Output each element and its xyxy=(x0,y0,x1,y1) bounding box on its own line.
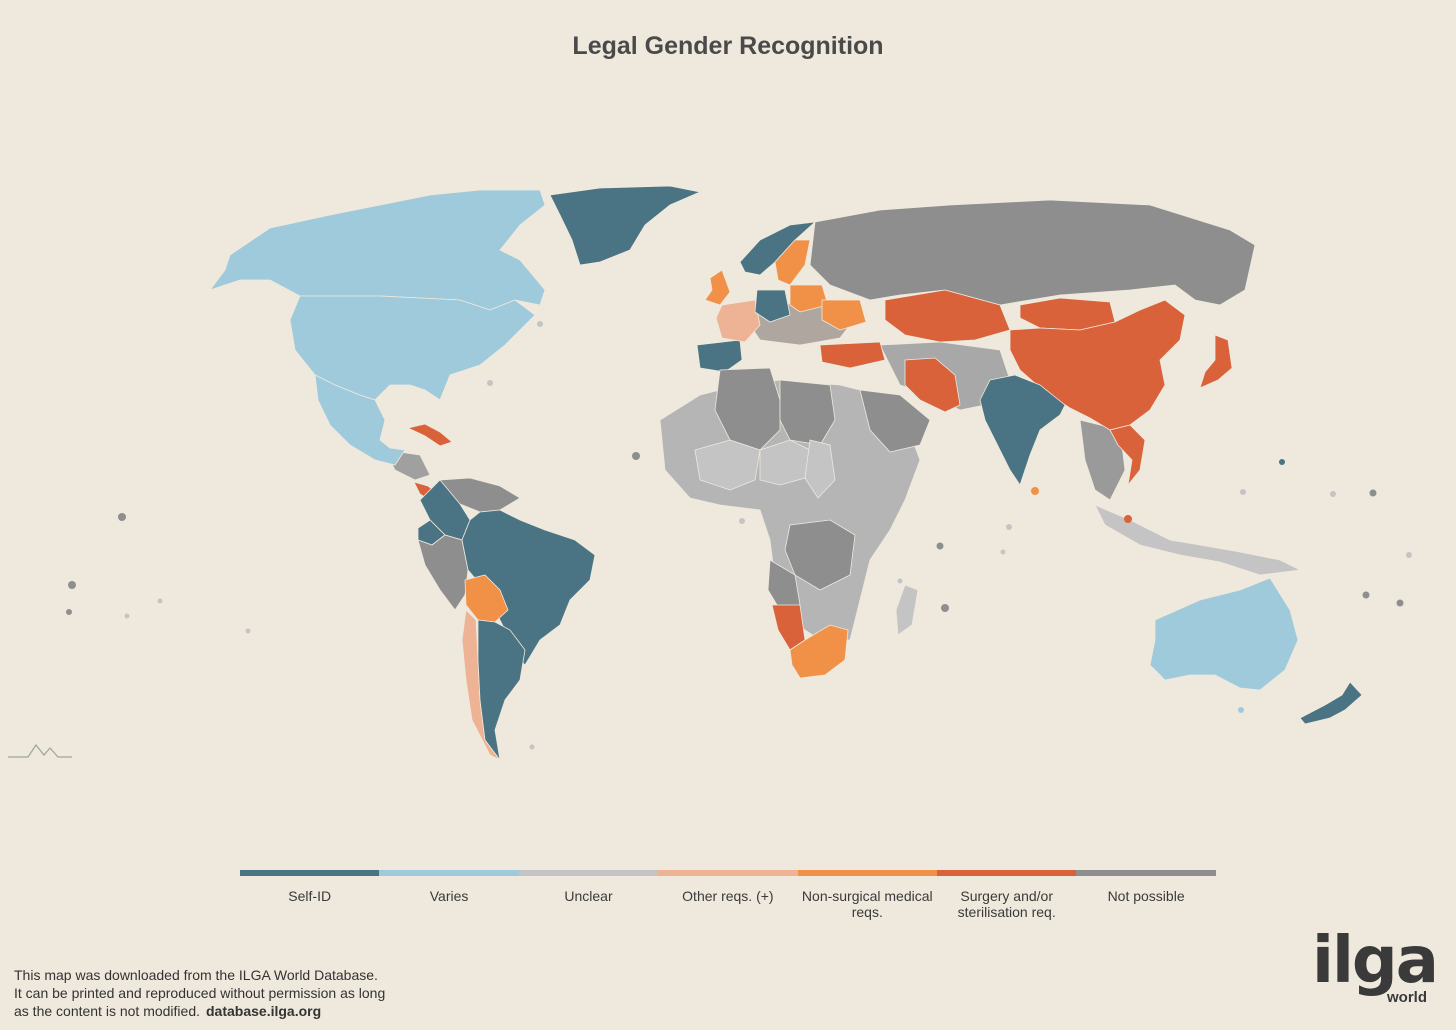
island-marker[interactable] xyxy=(1240,489,1246,495)
country-bolivia[interactable] xyxy=(464,574,509,623)
legend-label: Varies xyxy=(429,888,469,904)
country-india[interactable] xyxy=(979,374,1066,486)
country-ukraine[interactable] xyxy=(821,299,867,331)
footer-line-3-text: as the content is not modified. xyxy=(14,1003,200,1019)
island-marker[interactable] xyxy=(936,542,944,550)
country-australia[interactable] xyxy=(1149,577,1299,691)
country-argentina[interactable] xyxy=(477,619,526,761)
island-marker[interactable] xyxy=(157,598,163,604)
country-iran[interactable] xyxy=(904,357,961,413)
island-marker[interactable] xyxy=(529,744,535,750)
island-marker[interactable] xyxy=(1238,707,1244,713)
country-united-kingdom[interactable] xyxy=(704,269,731,306)
country-canada[interactable] xyxy=(208,189,546,311)
island-marker[interactable] xyxy=(68,581,76,589)
country-vietnam[interactable] xyxy=(1109,424,1146,487)
country-turkey[interactable] xyxy=(819,341,886,369)
country-germany[interactable] xyxy=(754,289,791,323)
footer-line-2: It can be printed and reproduced without… xyxy=(14,985,386,1001)
country-peru[interactable] xyxy=(417,534,469,611)
legend-label: Not possible xyxy=(1107,888,1185,904)
legend-swatch xyxy=(240,870,380,876)
island-marker[interactable] xyxy=(739,518,745,524)
island-marker[interactable] xyxy=(1279,459,1285,465)
legend-item: Other reqs. (+) xyxy=(658,870,798,904)
legend-swatch xyxy=(379,870,519,876)
country-russia[interactable] xyxy=(809,199,1256,306)
legend-label: Self-ID xyxy=(288,888,332,904)
map-title: Legal Gender Recognition xyxy=(572,32,884,60)
world-map xyxy=(8,185,1412,761)
island-marker[interactable] xyxy=(1000,549,1006,555)
country-france[interactable] xyxy=(715,299,761,343)
country-sweden[interactable] xyxy=(774,239,811,286)
country-algeria[interactable] xyxy=(714,367,781,451)
legend-swatch xyxy=(937,870,1077,876)
footer-line-3: as the content is not modified. database.… xyxy=(14,1002,385,1020)
country-saudi-arabia[interactable] xyxy=(859,389,931,453)
country-congo-dr[interactable] xyxy=(784,519,856,591)
legend-item: Self-ID xyxy=(240,870,380,904)
island-marker[interactable] xyxy=(941,604,949,612)
country-madagascar[interactable] xyxy=(895,584,919,636)
island-marker[interactable] xyxy=(1369,489,1377,497)
footer-line-1: This map was downloaded from the ILGA Wo… xyxy=(14,967,378,983)
ilga-world-logo: ilga world xyxy=(1312,924,1439,1012)
legend-item: Surgery and/or sterilisation req. xyxy=(937,870,1077,920)
legend-swatch xyxy=(518,870,659,876)
island-marker[interactable] xyxy=(897,578,903,584)
island-marker[interactable] xyxy=(1330,491,1336,497)
island-marker[interactable] xyxy=(1406,552,1412,558)
country-indonesia[interactable] xyxy=(1094,504,1302,576)
country-cuba[interactable] xyxy=(406,423,453,447)
island-marker[interactable] xyxy=(1031,487,1039,495)
legend-label: Non-surgical medical reqs. xyxy=(801,888,933,920)
footer-note: This map was downloaded from the ILGA Wo… xyxy=(14,966,385,1020)
country-japan[interactable] xyxy=(1199,334,1233,389)
country-mali[interactable] xyxy=(694,439,761,491)
country-chad[interactable] xyxy=(804,439,836,499)
country-kazakhstan[interactable] xyxy=(884,289,1011,343)
island-marker[interactable] xyxy=(1006,524,1012,530)
legend-swatch xyxy=(797,870,937,876)
island-marker[interactable] xyxy=(1396,599,1404,607)
island-marker[interactable] xyxy=(1124,515,1132,523)
country-new-zealand[interactable] xyxy=(1299,681,1363,725)
legend-label: Unclear xyxy=(564,888,613,904)
island-marker[interactable] xyxy=(1362,591,1370,599)
legend-swatch xyxy=(1076,870,1216,876)
mountain-icon xyxy=(8,743,72,758)
legend-label: Surgery and/or sterilisation req. xyxy=(957,888,1056,920)
island-marker[interactable] xyxy=(487,380,493,386)
island-marker[interactable] xyxy=(66,609,72,615)
island-marker[interactable] xyxy=(632,452,640,460)
legend-item: Unclear xyxy=(518,870,659,904)
island-marker[interactable] xyxy=(118,513,126,521)
logo-wordmark: ilga xyxy=(1312,924,1439,998)
database-link[interactable]: database.ilga.org xyxy=(206,1003,322,1019)
legend-item: Varies xyxy=(379,870,519,904)
country-poland[interactable] xyxy=(789,284,829,313)
country-greenland[interactable] xyxy=(549,185,702,266)
logo-subtitle: world xyxy=(1387,989,1427,1006)
island-marker[interactable] xyxy=(124,613,130,619)
legend-item: Non-surgical medical reqs. xyxy=(797,870,937,920)
country-spain[interactable] xyxy=(696,339,743,373)
island-marker[interactable] xyxy=(245,628,251,634)
country-south-africa[interactable] xyxy=(789,624,849,679)
legend-swatch xyxy=(658,870,798,876)
legend-item: Not possible xyxy=(1076,870,1216,904)
island-marker[interactable] xyxy=(537,321,543,327)
legend-label: Other reqs. (+) xyxy=(682,888,774,904)
country-mexico[interactable] xyxy=(314,374,406,466)
